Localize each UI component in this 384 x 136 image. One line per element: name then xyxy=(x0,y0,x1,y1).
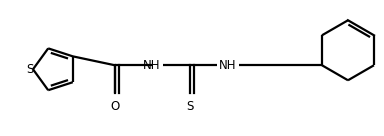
Text: S: S xyxy=(186,100,194,113)
Text: S: S xyxy=(26,63,34,76)
Text: NH: NH xyxy=(219,59,237,72)
Text: NH: NH xyxy=(143,59,161,72)
Text: O: O xyxy=(110,100,120,113)
